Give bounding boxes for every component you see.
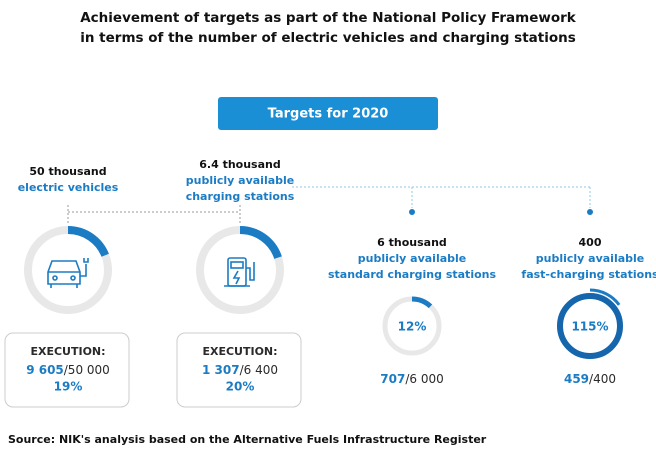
target: /6 400 [240,363,278,377]
target: /50 000 [64,363,110,377]
progress-arc [239,226,282,260]
target: /6 000 [405,372,443,386]
ratio: 707/6 000 [380,372,443,386]
target-label: charging stations [186,190,295,203]
target-amount: 6 thousand [377,236,447,249]
percent-label: 115% [571,320,608,334]
progress-ring [557,293,623,359]
progress-excess [589,288,621,306]
banner-text: Targets for 2020 [268,107,389,122]
target-label: publicly available [186,174,295,187]
execution-percent: 20% [226,380,255,394]
achieved: 9 605 [26,363,64,377]
target-label: electric vehicles [18,181,119,194]
car-icon [47,258,89,288]
ratio: 459/400 [564,372,616,386]
banner-box [218,97,438,130]
execution-percent: 19% [54,380,83,394]
execution-label: EXECUTION: [202,345,277,358]
connector [292,186,591,208]
execution-box [4,332,130,408]
achieved: 459 [564,372,589,386]
achieved: 707 [380,372,405,386]
execution-ratio: 1 307/6 400 [202,363,278,377]
source: Source: NIK's analysis based on the Alte… [8,433,487,446]
progress-arc [67,226,109,257]
charger-icon [224,257,255,287]
execution-ratio: 9 605/50 000 [26,363,110,377]
target-label: publicly available [536,252,645,265]
connector-dot [409,209,415,215]
execution-box [176,332,302,408]
target-amount: 50 thousand [29,165,106,178]
target: /400 [589,372,616,386]
title-line: Achievement of targets as part of the Na… [80,10,577,26]
title-line: in terms of the number of electric vehic… [80,30,576,46]
percent-label: 12% [398,320,427,334]
target-label: fast-charging stations [521,268,656,281]
achieved: 1 307 [202,363,240,377]
target-amount: 6.4 thousand [199,158,280,171]
connector-dot [587,209,593,215]
execution-label: EXECUTION: [30,345,105,358]
target-label: standard charging stations [328,268,497,281]
target-label: publicly available [358,252,467,265]
connector [67,205,241,224]
progress-arc [411,296,433,309]
target-amount: 400 [579,236,602,249]
